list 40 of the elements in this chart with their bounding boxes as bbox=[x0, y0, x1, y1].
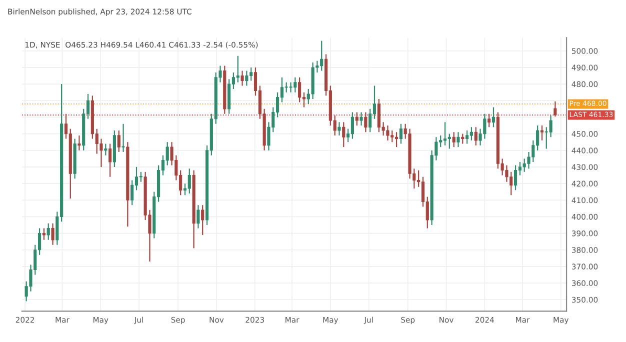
candlestick bbox=[364, 112, 368, 133]
candlestick bbox=[236, 55, 240, 83]
candlestick bbox=[470, 126, 473, 141]
candlestick bbox=[51, 222, 54, 246]
candlestick bbox=[461, 133, 464, 144]
candlestick bbox=[492, 106, 496, 128]
candlestick bbox=[139, 171, 142, 182]
candlestick bbox=[466, 130, 469, 144]
candlestick bbox=[338, 122, 341, 136]
candlestick bbox=[196, 204, 200, 229]
candlestick bbox=[108, 143, 112, 178]
candlestick bbox=[201, 204, 204, 236]
candlestick bbox=[350, 112, 354, 140]
candlestick bbox=[399, 123, 402, 144]
candlestick bbox=[474, 126, 478, 146]
candlestick bbox=[188, 168, 191, 194]
candlestick bbox=[245, 70, 248, 86]
candlestick bbox=[42, 228, 46, 240]
candlestick bbox=[452, 132, 456, 148]
candlestick bbox=[514, 164, 518, 191]
candlestick bbox=[394, 132, 398, 148]
candlestick bbox=[549, 115, 552, 138]
candlestick bbox=[130, 180, 134, 206]
candlestick bbox=[78, 134, 81, 151]
candlestick bbox=[117, 130, 120, 153]
candlestick bbox=[540, 124, 544, 141]
candlestick bbox=[554, 100, 557, 118]
candlestick bbox=[240, 70, 244, 86]
candlestick bbox=[360, 112, 363, 126]
candlestick bbox=[46, 222, 50, 240]
candlestick bbox=[289, 82, 292, 93]
candlestick bbox=[448, 133, 451, 150]
candlestick bbox=[488, 113, 491, 128]
candlestick bbox=[342, 122, 346, 148]
candlestick bbox=[104, 143, 108, 156]
candlestick bbox=[298, 76, 302, 103]
candlestick bbox=[122, 123, 125, 153]
candlestick bbox=[355, 112, 358, 126]
candlestick bbox=[443, 122, 447, 146]
candlestick bbox=[456, 132, 460, 148]
